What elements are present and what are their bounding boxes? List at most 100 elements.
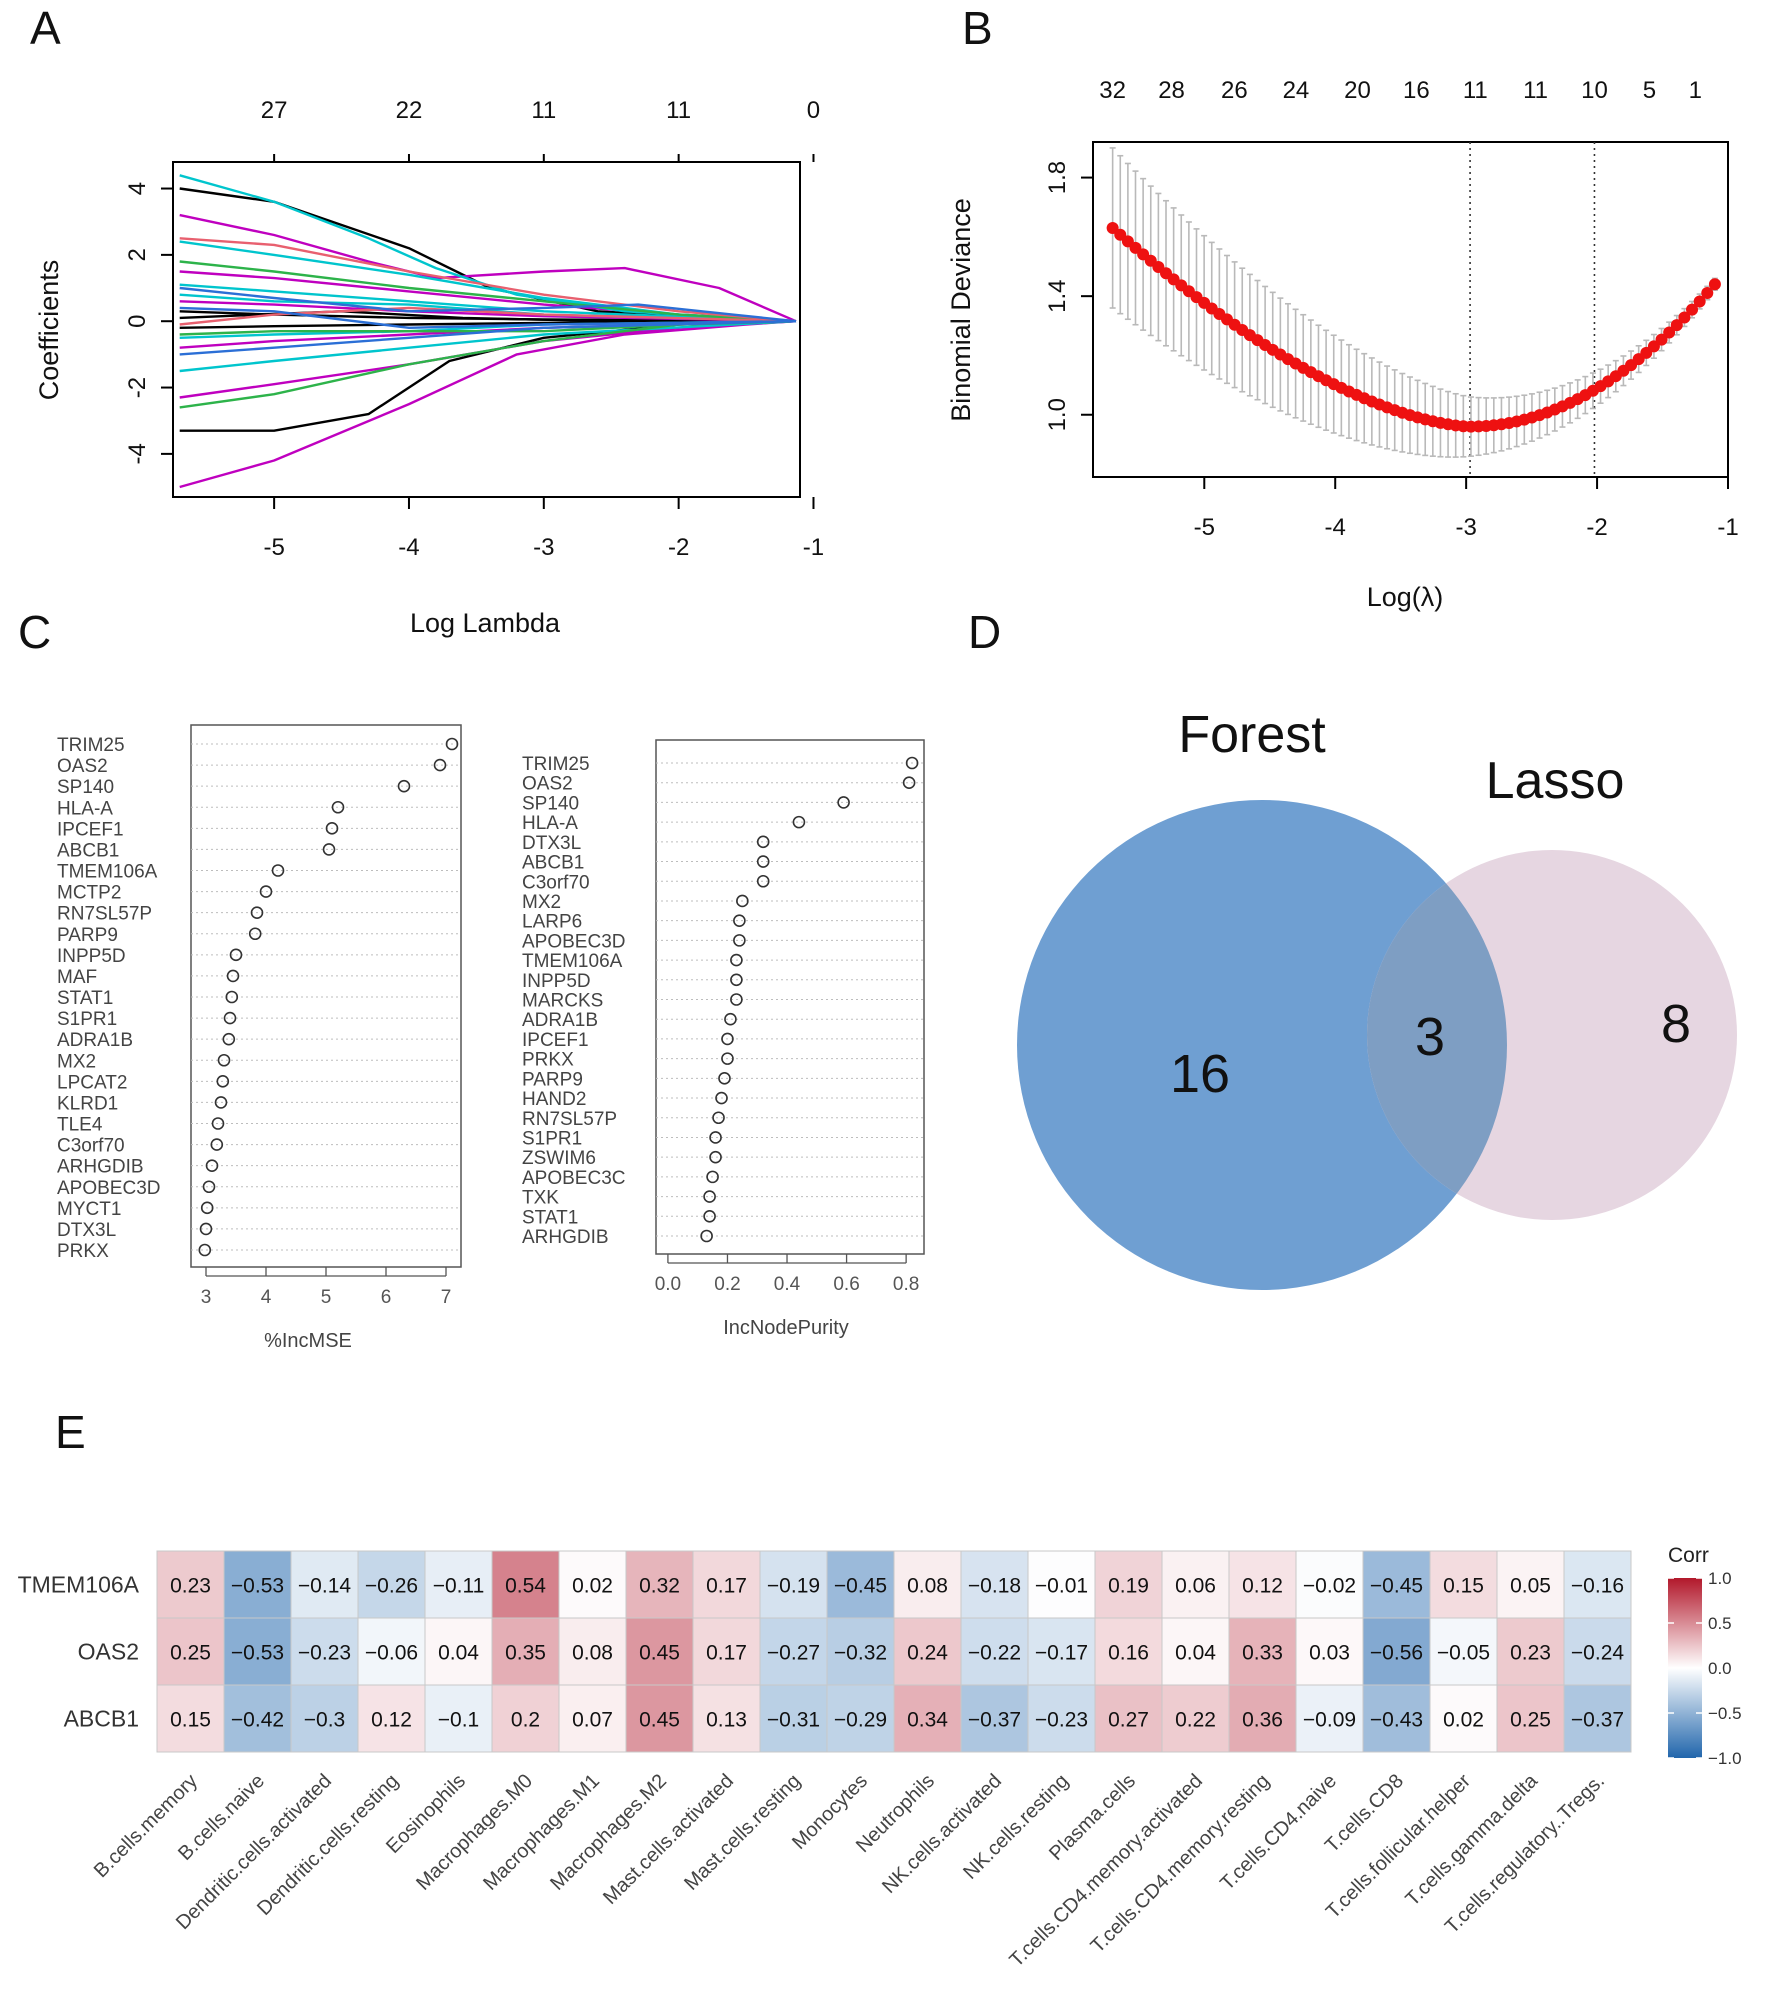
overlap-count: 3 [1415,1007,1445,1067]
gene-label: TLE4 [57,1115,103,1136]
x-tick-label: 0.4 [774,1274,801,1295]
heatmap-cell [491,1550,560,1619]
gene-label: C3orf70 [57,1136,125,1157]
heatmap-cell [1094,1550,1163,1619]
cell-value: −0.42 [231,1709,284,1732]
gene-label: HAND2 [522,1089,586,1110]
x-axis-title: IncNodePurity [723,1317,849,1339]
cell-value: −0.19 [767,1575,820,1598]
heatmap-cell [1027,1617,1096,1686]
top-tick-label: 11 [531,97,556,124]
gene-label: LARP6 [522,912,582,933]
coefficient-path-23 [179,320,797,356]
importance-dot [730,993,743,1006]
legend-tick-label: 0.5 [1708,1614,1732,1633]
gene-label: TRIM25 [57,735,125,756]
importance-dot [706,1170,719,1184]
panel-letter-d: D [968,606,1001,658]
gene-label: STAT1 [57,988,113,1009]
heatmap-cell [692,1550,761,1619]
gene-label: DTX3L [57,1220,116,1241]
importance-dot [736,894,749,908]
column-label: Mast.cells.resting [680,1770,805,1895]
importance-dot [222,1032,236,1046]
coefficient-path-6 [179,213,797,323]
x-tick-label: -5 [263,534,284,561]
heatmap-cell [1362,1550,1431,1619]
gene-label: KLRD1 [57,1093,118,1114]
gene-label: STAT1 [522,1207,578,1228]
heatmap-cell [558,1550,627,1619]
importance-dot [259,885,273,898]
cell-value: −0.01 [1035,1575,1088,1598]
cv-deviance-plot: -5 -4 -3 -2 -11.01.41.832 28 26 24 20 16 11 11 10 5 1 … [946,77,1739,612]
column-labels: B.cells.memoryB.cells.naiveDendritic.cel… [90,1769,1609,1971]
importance-dot [433,758,447,772]
cell-value: 0.54 [505,1575,546,1598]
heatmap-cell [558,1684,627,1753]
importance-dot [756,874,770,888]
plot-frame [655,739,925,1255]
heatmap-cell [1295,1684,1364,1753]
heatmap-cell [491,1684,560,1753]
cell-value: −0.53 [231,1642,284,1665]
importance-dot [198,1243,212,1257]
venn-diagram: Forest Lasso 16 3 8 [1017,706,1737,1290]
y-axis-title: Binomial Deviance [946,198,976,422]
heatmap-cell [223,1684,292,1753]
coefficient-paths [179,174,797,489]
importance-dot [756,855,770,868]
cell-value: 0.04 [1175,1642,1216,1665]
cell-value: 0.24 [907,1642,948,1665]
top-tick-label: 16 [1403,77,1430,104]
gene-label: PARP9 [57,925,118,946]
axes: -5 -4 -3 -2 -1 -4 -2 0 2 4 27 22 11 11 0 [124,97,824,561]
cell-value: 0.12 [371,1709,412,1732]
cell-value: −0.24 [1571,1642,1624,1665]
gene-label: ARHGDIB [522,1227,609,1248]
gene-label: OAS2 [57,756,108,777]
cell-value: 0.17 [706,1575,747,1598]
cell-value: −0.1 [438,1709,479,1732]
gene-label: ZSWIM6 [522,1148,596,1169]
importance-dot [225,990,239,1004]
cell-value: −0.43 [1370,1709,1423,1732]
cell-value: −0.06 [365,1642,418,1665]
coefficient-path-24 [179,306,797,329]
lasso-set-label: Lasso [1486,752,1625,810]
cell-value: 0.36 [1242,1709,1283,1732]
gene-label: APOBEC3D [57,1178,160,1199]
importance-dot [199,1222,213,1236]
color-legend: Corr 1.0 0.5 0.0 −0.5 −1.0 [1668,1544,1742,1768]
importance-dot [721,1032,734,1046]
gene-label: ARHGDIB [57,1157,144,1178]
coefficient-path-18 [179,260,797,323]
dot-rows: TRIM25OAS2SP140HLA-ADTX3LABCB1C3orf70MX2… [522,754,924,1295]
importance-dot [792,815,806,829]
importance-dot [721,1052,734,1065]
cell-value: 0.13 [706,1709,747,1732]
cell-value: −0.18 [968,1575,1021,1598]
x-tick-label: -3 [533,534,554,561]
cell-value: −0.31 [767,1709,820,1732]
importance-dot [250,906,264,919]
importance-dot [718,1072,731,1085]
coefficient-path-1 [179,320,797,432]
cell-value: −0.37 [1571,1709,1624,1732]
heatmap-cell [290,1550,359,1619]
cell-value: −0.02 [1303,1575,1356,1598]
overlap-region [1367,850,1507,1220]
importance-dot [331,800,345,814]
forest-only-count: 16 [1170,1044,1230,1104]
gene-label: TMEM106A [57,862,158,883]
cell-value: 0.17 [706,1642,747,1665]
panel-letter-e: E [55,1406,86,1458]
gene-label: MX2 [57,1051,96,1072]
gene-label: OAS2 [522,774,573,795]
gene-label: TMEM106A [522,951,623,972]
heatmap-cell [424,1617,493,1686]
coefficient-path-20 [179,237,797,323]
x-tick-label: -1 [1717,514,1738,541]
x-tick-label: -3 [1455,514,1476,541]
cell-value: −0.16 [1571,1575,1624,1598]
